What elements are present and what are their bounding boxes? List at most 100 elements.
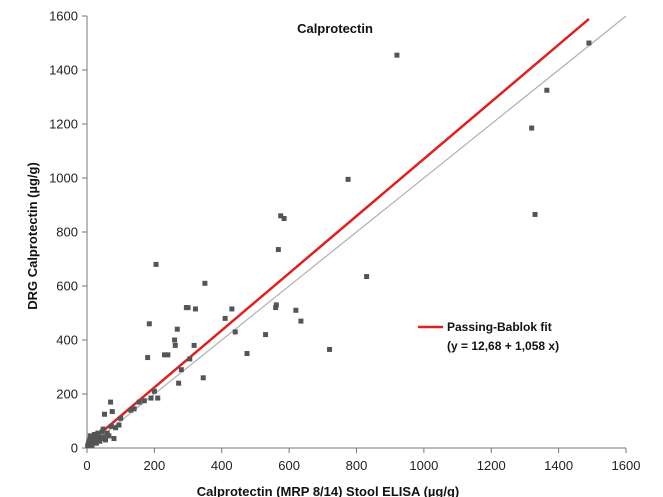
data-point (200, 375, 206, 381)
data-point (327, 346, 333, 352)
axes: 0 200 400 600 800 1000 1200 1400 1600 0 200 400 600 8… (49, 9, 640, 474)
data-point (298, 318, 304, 324)
data-point (103, 437, 109, 443)
x-tick-label: 200 (144, 458, 166, 473)
data-point (131, 406, 137, 412)
data-point (108, 399, 114, 405)
y-tick-label: 0 (71, 441, 78, 456)
fit-line (86, 17, 590, 446)
data-point (275, 247, 281, 253)
y-tick-label: 800 (56, 225, 78, 240)
data-point (108, 423, 114, 429)
data-point (128, 407, 134, 413)
identity-line (86, 15, 627, 449)
reference-lines (86, 15, 627, 449)
data-point (141, 398, 147, 404)
data-point (176, 380, 182, 386)
data-point (161, 352, 167, 358)
x-tick-label: 1200 (477, 458, 506, 473)
data-point (278, 213, 284, 219)
data-point (586, 40, 592, 46)
data-point (145, 355, 151, 361)
data-point (146, 321, 152, 327)
data-point (87, 433, 93, 439)
data-point (148, 395, 154, 401)
data-point (99, 429, 105, 435)
data-point (222, 315, 228, 321)
data-point (101, 434, 107, 440)
data-point (92, 434, 98, 440)
data-point (87, 437, 93, 443)
data-points (85, 40, 592, 449)
legend-equation: (y = 12,68 + 1,058 x) (447, 339, 559, 353)
data-point (544, 87, 550, 93)
data-point (174, 326, 180, 332)
data-point (232, 329, 238, 335)
x-tick-label: 0 (83, 458, 90, 473)
data-point (153, 261, 159, 267)
data-point (151, 388, 157, 394)
legend-label: Passing-Bablok fit (447, 320, 552, 334)
legend: Passing-Bablok fit (y = 12,68 + 1,058 x) (418, 320, 559, 353)
data-point (229, 306, 235, 312)
data-point (91, 432, 97, 437)
data-point (532, 211, 538, 217)
x-tick-label: 400 (211, 458, 233, 473)
data-point (244, 351, 250, 356)
data-point (109, 409, 115, 415)
data-point (178, 367, 184, 373)
y-axis-label: DRG Calprotectin (µg/g) (25, 162, 40, 310)
data-point (88, 440, 94, 446)
data-point (116, 422, 122, 428)
data-point (113, 425, 119, 431)
y-tick-label: 200 (56, 387, 78, 402)
data-point (192, 306, 198, 312)
data-point (273, 302, 279, 308)
data-point (263, 332, 269, 338)
data-point (529, 125, 535, 131)
data-point (97, 438, 103, 444)
data-point (93, 440, 99, 446)
data-point (94, 437, 100, 443)
data-point (172, 337, 178, 343)
data-point (187, 356, 193, 362)
x-axis-label: Calprotectin (MRP 8/14) Stool ELISA (µg/… (197, 484, 459, 497)
y-tick-label: 1000 (49, 171, 78, 186)
data-point (106, 433, 112, 439)
data-point (155, 395, 161, 401)
y-tick-label: 400 (56, 333, 78, 348)
data-point (100, 426, 106, 432)
data-point (191, 342, 197, 348)
data-point (394, 52, 400, 58)
data-point (273, 305, 279, 311)
data-point (165, 352, 171, 358)
data-point (95, 430, 101, 436)
data-point (345, 176, 351, 182)
x-tick-label: 1400 (544, 458, 573, 473)
data-point (172, 342, 178, 348)
y-tick-label: 600 (56, 279, 78, 294)
x-tick-label: 1600 (612, 458, 641, 473)
data-point (96, 433, 102, 439)
y-tick-label: 1600 (49, 9, 78, 24)
data-point (281, 216, 287, 221)
x-tick-label: 600 (278, 458, 300, 473)
data-point (118, 415, 124, 421)
chart-title: Calprotectin (297, 21, 373, 36)
data-point (89, 442, 95, 448)
data-point (104, 430, 110, 436)
data-point (136, 399, 142, 405)
x-tick-label: 800 (346, 458, 368, 473)
data-point (102, 411, 108, 417)
y-tick-label: 1400 (49, 63, 78, 78)
data-point (97, 436, 103, 442)
x-tick-label: 1000 (409, 458, 438, 473)
y-tick-label: 1200 (49, 117, 78, 132)
data-point (91, 438, 97, 444)
data-point (202, 280, 208, 286)
data-point (185, 305, 191, 311)
data-point (364, 274, 370, 280)
data-point (293, 307, 299, 313)
data-point (111, 436, 117, 442)
